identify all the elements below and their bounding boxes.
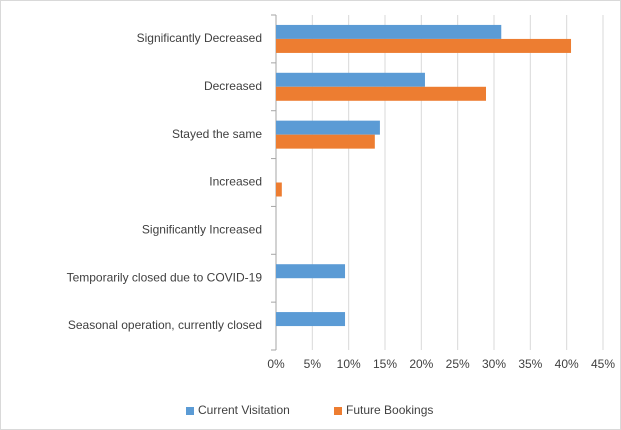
x-tick-label: 5% (304, 357, 322, 371)
x-tick-label: 30% (482, 357, 506, 371)
x-tick-label: 10% (337, 357, 361, 371)
x-tick-label: 40% (555, 357, 579, 371)
y-tick-label: Significantly Decreased (137, 31, 262, 45)
bar (276, 312, 346, 327)
x-tick-label: 45% (591, 357, 615, 371)
x-tick-label: 35% (518, 357, 542, 371)
bar (276, 134, 375, 149)
bar (276, 24, 502, 39)
bar (276, 120, 380, 135)
y-tick-label: Seasonal operation, currently closed (68, 318, 262, 332)
legend-swatch (186, 407, 194, 415)
bar (276, 182, 282, 197)
legend-label: Current Visitation (198, 403, 290, 417)
y-tick-label: Decreased (204, 79, 262, 93)
x-tick-label: 15% (373, 357, 397, 371)
x-tick-label: 20% (409, 357, 433, 371)
x-tick-label: 0% (267, 357, 285, 371)
legend-swatch (334, 407, 342, 415)
y-tick-label: Stayed the same (172, 127, 262, 141)
legend-label: Future Bookings (346, 403, 433, 417)
y-tick-label: Significantly Increased (142, 223, 262, 237)
bar (276, 72, 425, 87)
bar (276, 86, 487, 101)
x-tick-label: 25% (446, 357, 470, 371)
y-tick-label: Increased (209, 175, 262, 189)
bar (276, 264, 346, 279)
y-tick-label: Temporarily closed due to COVID-19 (67, 270, 263, 284)
bar (276, 38, 572, 53)
